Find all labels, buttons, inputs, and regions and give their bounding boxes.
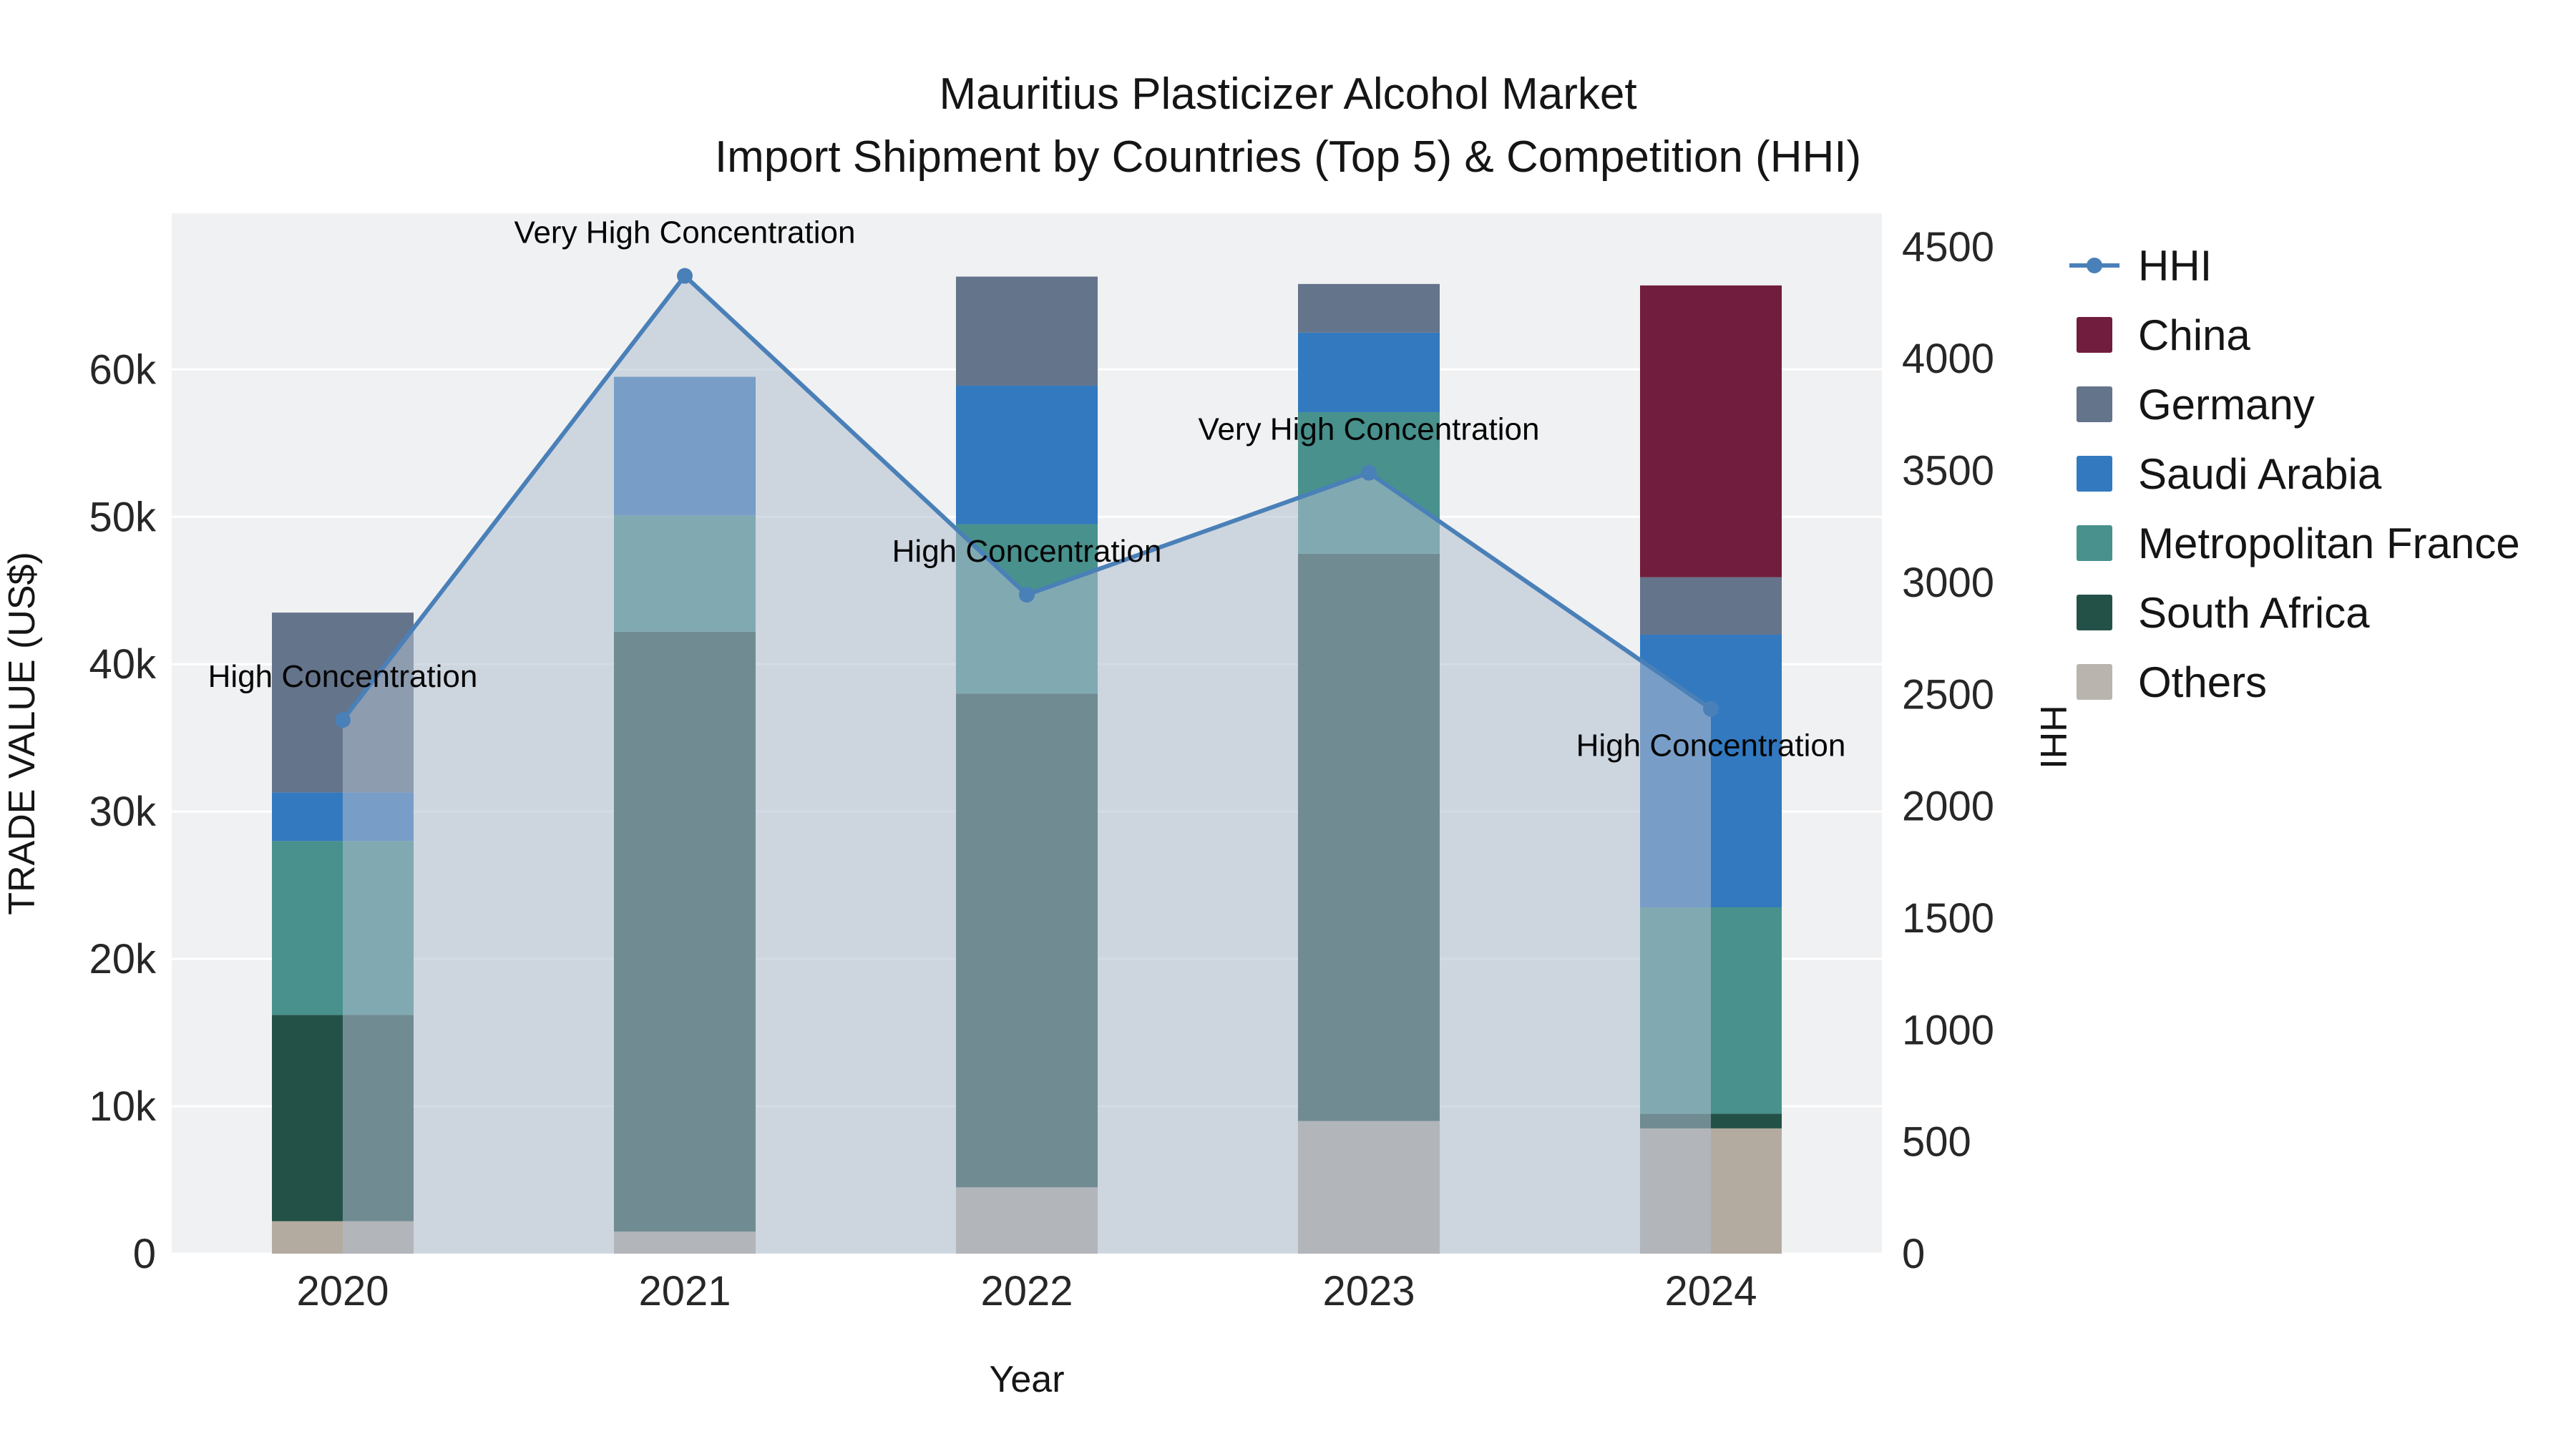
y-left-tick-label: 10k <box>89 1083 157 1130</box>
x-tick-label-2023: 2023 <box>1322 1268 1415 1314</box>
x-tick-label-2021: 2021 <box>638 1268 731 1314</box>
legend-swatch-metropolitan-france <box>2077 525 2112 561</box>
legend-swatch-china <box>2077 317 2112 353</box>
y-right-tick-label: 0 <box>1902 1231 1925 1277</box>
legend-item-germany[interactable]: Germany <box>2077 381 2315 429</box>
annotation-2022: High Concentration <box>892 534 1162 569</box>
y-right-tick-label: 3500 <box>1902 448 1994 494</box>
legend-label-metropolitan-france: Metropolitan France <box>2138 519 2520 567</box>
y-left-tick-label: 40k <box>89 641 157 688</box>
chart-title-line2: Import Shipment by Countries (Top 5) & C… <box>715 132 1861 182</box>
legend-label-saudi-arabia: Saudi Arabia <box>2138 450 2382 498</box>
y-axis-label-left: TRADE VALUE (US$) <box>1 552 43 915</box>
chart-dynamic-layer: High Concentration Very High Concentratio… <box>89 213 2520 1314</box>
legend-label-china: China <box>2138 311 2250 359</box>
legend-swatch-south-africa <box>2077 595 2112 630</box>
annotation-2021: Very High Concentration <box>514 215 856 250</box>
y-right-tick-label: 3000 <box>1902 560 1994 606</box>
legend-label-others: Others <box>2138 658 2267 706</box>
y-right-tick-label: 1000 <box>1902 1007 1994 1053</box>
bar-segment-saudi-arabia-2023[interactable] <box>1298 332 1440 413</box>
legend-swatch-saudi-arabia <box>2077 456 2112 492</box>
legend-label-germany: Germany <box>2138 381 2315 429</box>
legend-item-china[interactable]: China <box>2077 311 2250 359</box>
x-tick-label-2022: 2022 <box>980 1268 1073 1314</box>
y-axis-label-right: HHI <box>2032 705 2074 769</box>
x-tick-label-2024: 2024 <box>1664 1268 1757 1314</box>
hhi-marker-2024[interactable] <box>1703 701 1719 717</box>
legend-item-others[interactable]: Others <box>2077 658 2267 706</box>
legend-swatch-germany <box>2077 386 2112 422</box>
legend-item-metropolitan-france[interactable]: Metropolitan France <box>2077 519 2520 567</box>
y-right-tick-label: 1500 <box>1902 895 1994 942</box>
chart-title-line1: Mauritius Plasticizer Alcohol Market <box>939 69 1636 119</box>
hhi-marker-2021[interactable] <box>677 268 693 284</box>
bar-segment-germany-2022[interactable] <box>956 276 1098 386</box>
x-axis-label: Year <box>989 1359 1064 1400</box>
y-left-tick-label: 0 <box>133 1231 156 1277</box>
y-right-tick-label: 500 <box>1902 1119 1971 1166</box>
y-right-tick-label: 2500 <box>1902 671 1994 718</box>
legend-marker-hhi <box>2087 258 2102 273</box>
x-tick-label-2020: 2020 <box>296 1268 389 1314</box>
hhi-marker-2023[interactable] <box>1361 464 1377 481</box>
y-right-tick-label: 4500 <box>1902 224 1994 270</box>
y-left-tick-label: 30k <box>89 789 157 835</box>
legend-label-south-africa: South Africa <box>2138 589 2370 637</box>
bar-segment-china-2024[interactable] <box>1640 285 1782 577</box>
bar-segment-saudi-arabia-2022[interactable] <box>956 385 1098 525</box>
hhi-area <box>343 275 1711 1254</box>
legend-item-hhi[interactable]: HHI <box>2069 242 2212 290</box>
bar-segment-germany-2024[interactable] <box>1640 577 1782 635</box>
legend-item-saudi-arabia[interactable]: Saudi Arabia <box>2077 450 2382 498</box>
annotation-2024: High Concentration <box>1576 728 1846 763</box>
hhi-marker-2020[interactable] <box>335 712 351 728</box>
y-left-tick-label: 60k <box>89 346 157 393</box>
legend-swatch-others <box>2077 664 2112 700</box>
y-right-tick-label: 4000 <box>1902 336 1994 382</box>
y-left-tick-label: 50k <box>89 494 157 540</box>
annotation-2020: High Concentration <box>208 659 478 694</box>
annotation-2023: Very High Concentration <box>1199 412 1540 447</box>
hhi-marker-2022[interactable] <box>1019 587 1035 603</box>
bar-segment-germany-2023[interactable] <box>1298 283 1440 333</box>
legend-label-hhi: HHI <box>2138 242 2212 290</box>
legend-item-south-africa[interactable]: South Africa <box>2077 589 2370 637</box>
y-left-tick-label: 20k <box>89 936 157 982</box>
y-right-tick-label: 2000 <box>1902 784 1994 830</box>
